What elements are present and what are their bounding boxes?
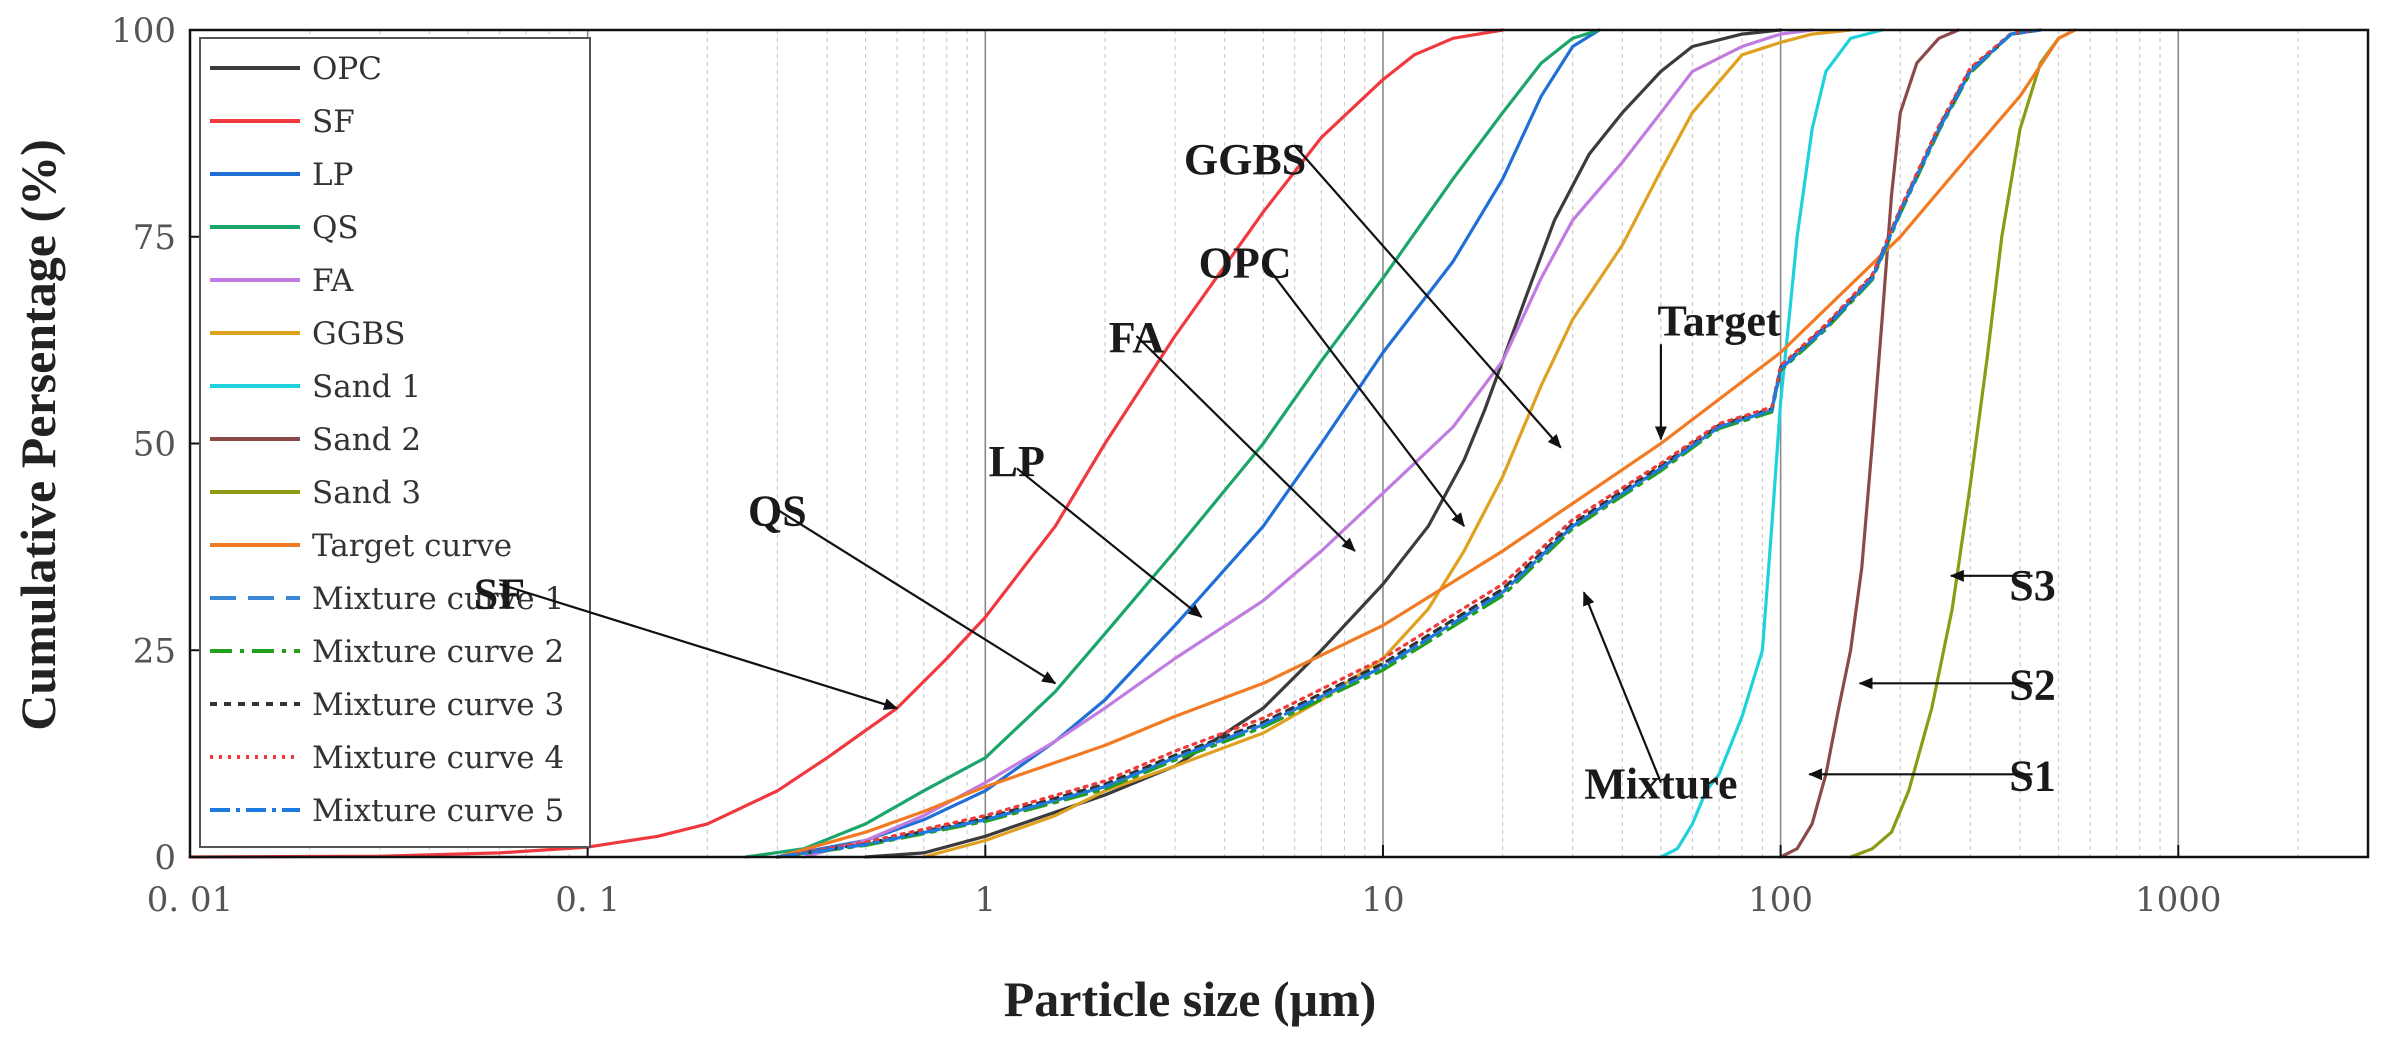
legend-label: Sand 3 bbox=[312, 475, 421, 511]
legend-label: Mixture curve 3 bbox=[312, 687, 564, 723]
x-axis-title: Particle size (μm) bbox=[1004, 971, 1377, 1027]
y-axis-title: Cumulative Persentage (%) bbox=[10, 139, 66, 731]
legend-label: OPC bbox=[312, 51, 382, 87]
legend-label: Target curve bbox=[312, 528, 512, 564]
y-tick-label: 50 bbox=[133, 425, 176, 465]
legend-label: Sand 1 bbox=[312, 369, 421, 405]
x-tick-label: 0. 1 bbox=[555, 880, 620, 920]
series-line-10 bbox=[775, 28, 2077, 859]
annotation-arrow bbox=[1262, 260, 1466, 527]
legend-label: Mixture curve 5 bbox=[312, 793, 564, 829]
annotation-arrow bbox=[1582, 591, 1662, 783]
y-tick-label: 25 bbox=[133, 631, 176, 671]
legend-label: QS bbox=[312, 210, 359, 246]
annotation-label: SF bbox=[474, 569, 525, 618]
series-line-11 bbox=[775, 28, 2042, 859]
annotation-arrow bbox=[499, 583, 899, 710]
annotation-arrow bbox=[1135, 335, 1356, 552]
legend-label: LP bbox=[312, 157, 353, 193]
annotation-label: LP bbox=[989, 437, 1045, 486]
annotation-label: GGBS bbox=[1184, 135, 1306, 184]
legend-label: Mixture curve 1 bbox=[312, 581, 564, 617]
series-line-4 bbox=[744, 28, 1601, 859]
x-tick-label: 1000 bbox=[2135, 880, 2222, 920]
annotation-label: Mixture bbox=[1584, 760, 1737, 809]
tick-layer: 0. 01 0. 1 1 10 100 1000 0 25 50 75 100 bbox=[111, 11, 2221, 920]
y-tick-label: 100 bbox=[111, 11, 176, 51]
annotation-arrow bbox=[1293, 145, 1562, 449]
series-layer bbox=[188, 28, 2077, 859]
y-tick-label: 75 bbox=[133, 218, 176, 258]
series-line-9 bbox=[1849, 28, 2077, 859]
series-line-1 bbox=[864, 28, 1783, 859]
annotation-arrow bbox=[1016, 467, 1203, 619]
x-tick-label: 1 bbox=[974, 880, 996, 920]
legend-label: FA bbox=[312, 263, 354, 299]
legend-label: Sand 2 bbox=[312, 422, 421, 458]
series-line-15 bbox=[775, 28, 2042, 859]
legend-label: Mixture curve 2 bbox=[312, 634, 564, 670]
series-line-3 bbox=[775, 28, 1601, 859]
legend-label: GGBS bbox=[312, 316, 406, 352]
annotation-arrow bbox=[776, 508, 1057, 685]
annotation-label: S2 bbox=[2009, 660, 2055, 709]
legend-label: Mixture curve 4 bbox=[312, 740, 564, 776]
series-line-6 bbox=[922, 28, 1853, 859]
legend-label: SF bbox=[312, 104, 355, 140]
series-line-13 bbox=[775, 28, 2042, 859]
annotation-label: Target bbox=[1658, 296, 1781, 345]
y-tick-label: 0 bbox=[154, 838, 176, 878]
series-line-7 bbox=[1659, 28, 1884, 859]
annotation-label: S3 bbox=[2009, 561, 2055, 610]
annotation-label: S1 bbox=[2009, 751, 2055, 800]
series-line-2 bbox=[188, 28, 1505, 859]
x-tick-label: 0. 01 bbox=[147, 880, 234, 920]
x-tick-label: 100 bbox=[1748, 880, 1813, 920]
series-line-14 bbox=[775, 28, 2042, 859]
series-line-5 bbox=[802, 28, 1814, 859]
series-line-12 bbox=[775, 28, 2042, 859]
x-tick-label: 10 bbox=[1361, 880, 1404, 920]
legend-layer: OPC SF LP QS FA GGBS Sand 1 Sand 2 Sand 3 Target … bbox=[199, 37, 591, 848]
annotation-label: QS bbox=[748, 487, 807, 536]
series-line-8 bbox=[1779, 28, 1960, 859]
